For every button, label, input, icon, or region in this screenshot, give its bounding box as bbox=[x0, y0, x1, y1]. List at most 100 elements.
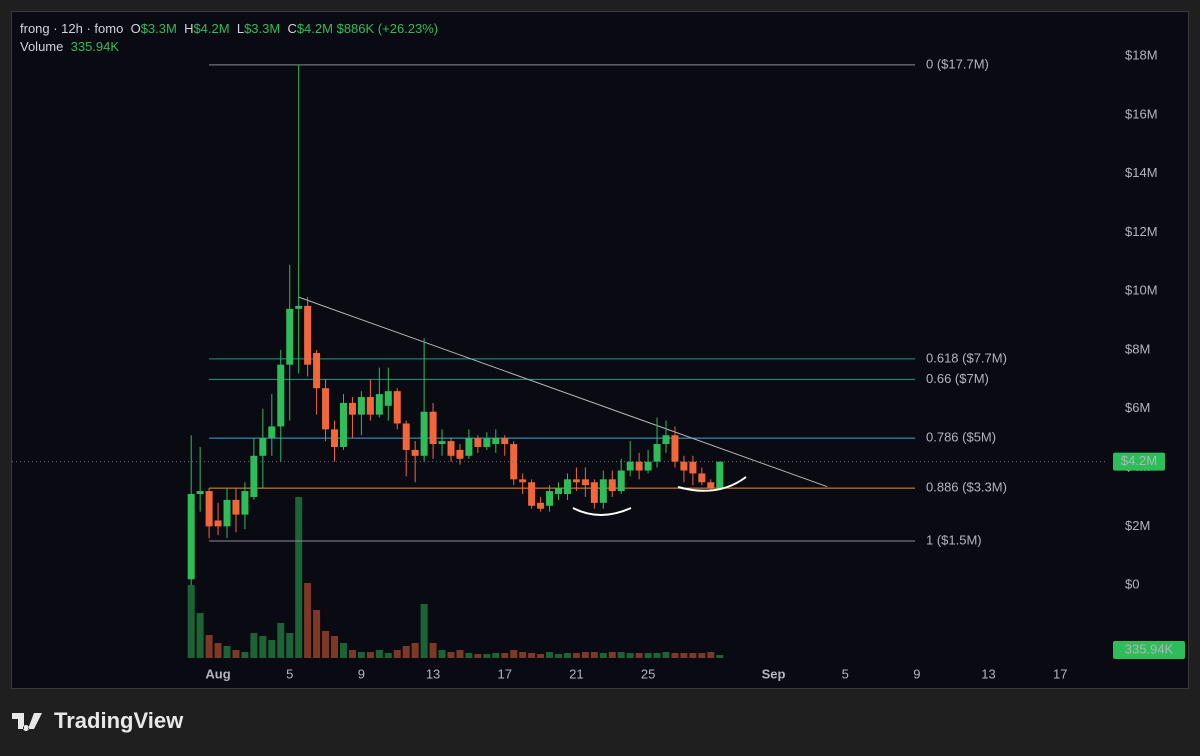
volume-bar bbox=[366, 652, 374, 658]
candle-body bbox=[492, 438, 500, 445]
candle-body bbox=[214, 520, 222, 527]
candle-body bbox=[483, 438, 491, 447]
volume-axis-label: 335.94K bbox=[1125, 641, 1174, 656]
volume-bar bbox=[339, 643, 347, 658]
hand-drawn-arc bbox=[572, 507, 632, 516]
volume-value: 335.94K bbox=[70, 39, 120, 54]
volume-bar bbox=[447, 652, 455, 658]
legend-header: frong · 12h · fomo O$3.3M H$4.2M L$3.3M … bbox=[20, 20, 438, 56]
x-tick-label: 9 bbox=[913, 666, 920, 681]
candle-body bbox=[411, 449, 419, 456]
volume-bar bbox=[465, 653, 473, 658]
volume-bar bbox=[546, 652, 554, 658]
low: $3.3M bbox=[244, 21, 281, 36]
hand-drawn-arc bbox=[677, 476, 747, 492]
brand: TradingView bbox=[54, 708, 184, 733]
candle-body bbox=[313, 352, 321, 389]
candle-body bbox=[429, 411, 437, 445]
candle-body bbox=[501, 438, 509, 445]
x-tick-label: 13 bbox=[426, 666, 440, 681]
volume-bar bbox=[348, 650, 356, 658]
volume-bar bbox=[322, 631, 330, 658]
candle-body bbox=[304, 305, 312, 365]
candle-body bbox=[393, 391, 401, 424]
candle-body bbox=[339, 402, 347, 447]
y-tick-label: $14M bbox=[1125, 165, 1158, 180]
x-tick-label: Aug bbox=[205, 666, 230, 681]
volume-bar bbox=[384, 653, 392, 658]
volume-bar bbox=[519, 652, 527, 658]
volume-bar bbox=[357, 652, 365, 658]
volume-bar bbox=[698, 653, 706, 658]
volume-bar bbox=[402, 646, 410, 658]
volume-bar bbox=[375, 650, 383, 658]
last-price-box bbox=[1113, 452, 1165, 471]
volume-bar bbox=[232, 650, 240, 658]
volume-bar bbox=[635, 653, 643, 658]
volume-bar bbox=[393, 650, 401, 658]
last-price-label: $4.2M bbox=[1121, 453, 1157, 468]
fib-label: 0.618 ($7.7M) bbox=[926, 350, 1007, 365]
open: $3.3M bbox=[140, 21, 177, 36]
volume-box bbox=[1113, 641, 1185, 659]
candle-body bbox=[187, 494, 195, 580]
candle-body bbox=[420, 411, 428, 456]
candle-body bbox=[689, 461, 697, 474]
volume-bar bbox=[331, 636, 339, 658]
candle-body bbox=[707, 482, 715, 489]
x-tick-label: 5 bbox=[842, 666, 849, 681]
volume-bar bbox=[492, 653, 500, 658]
candle-body bbox=[331, 429, 339, 447]
volume-bar bbox=[411, 643, 419, 658]
volume-bar bbox=[689, 653, 697, 658]
volume-bar bbox=[617, 652, 625, 658]
candle-body bbox=[295, 305, 303, 309]
candle-body bbox=[644, 461, 652, 471]
volume-bar bbox=[653, 653, 661, 658]
candle-body bbox=[519, 479, 527, 483]
candle-body bbox=[572, 479, 580, 483]
candle-body bbox=[617, 470, 625, 492]
volume-bar bbox=[599, 653, 607, 658]
candle-body bbox=[465, 438, 473, 456]
high: $4.2M bbox=[193, 21, 230, 36]
y-tick-label: $0 bbox=[1125, 577, 1139, 592]
x-tick-label: 25 bbox=[641, 666, 655, 681]
volume-bar bbox=[474, 654, 482, 658]
candle-body bbox=[537, 502, 545, 509]
candle-body bbox=[205, 491, 213, 527]
volume-bar bbox=[680, 653, 688, 658]
volume-bar bbox=[196, 613, 204, 658]
candle-body bbox=[510, 444, 518, 480]
y-tick-label: $16M bbox=[1125, 106, 1158, 121]
candle-body bbox=[662, 435, 670, 445]
change: $886K (+26.23%) bbox=[336, 21, 439, 36]
volume-bar bbox=[510, 650, 518, 658]
candle-body bbox=[357, 397, 365, 415]
volume-bar bbox=[250, 633, 258, 658]
candle-body bbox=[232, 499, 240, 515]
volume-bar bbox=[501, 653, 509, 658]
candle-body bbox=[456, 449, 464, 459]
candle-body bbox=[241, 491, 249, 515]
fib-label: 1 ($1.5M) bbox=[926, 532, 982, 547]
candle-body bbox=[375, 394, 383, 415]
y-tick-label: $8M bbox=[1125, 341, 1150, 356]
candle-body bbox=[528, 482, 536, 506]
volume-bar bbox=[644, 653, 652, 658]
x-tick-label: 17 bbox=[498, 666, 512, 681]
volume-bar bbox=[563, 653, 571, 658]
volume-bar bbox=[626, 653, 634, 658]
volume-bar bbox=[223, 646, 231, 658]
candle-body bbox=[268, 426, 276, 439]
symbol: frong · 12h · fomo bbox=[20, 21, 124, 36]
x-tick-label: 5 bbox=[286, 666, 293, 681]
candle-body bbox=[555, 488, 562, 495]
volume-bar bbox=[259, 636, 267, 658]
volume-bar bbox=[590, 652, 598, 658]
y-tick-label: $12M bbox=[1125, 224, 1158, 239]
candle-body bbox=[250, 455, 258, 497]
candle-body bbox=[626, 461, 634, 471]
